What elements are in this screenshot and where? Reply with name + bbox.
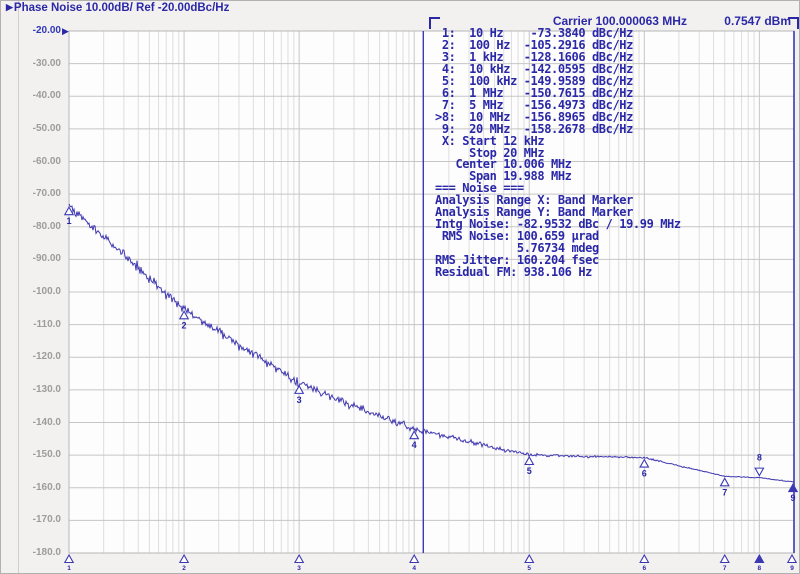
- info-line: Residual FM: 938.106 Hz: [435, 265, 592, 280]
- y-axis-label: -50.00: [32, 122, 61, 134]
- y-axis-label: -130.0: [32, 383, 61, 395]
- left-bezel-divider: [18, 1, 19, 573]
- marker-number: 5: [527, 565, 531, 572]
- y-axis-label: -70.00: [32, 188, 61, 200]
- info-line: Analysis Range Y: Band Marker: [435, 205, 633, 220]
- marker-number: 3: [297, 565, 301, 572]
- info-line: Intg Noise: -82.9532 dBc / 19.99 MHz: [435, 217, 681, 232]
- info-line: Span 19.988 MHz: [435, 169, 572, 184]
- info-line: RMS Jitter: 160.204 fsec: [435, 253, 599, 268]
- marker-flag-icon: [786, 553, 798, 564]
- y-axis-label: -160.0: [32, 481, 61, 493]
- marker-flag-icon: [63, 553, 75, 564]
- marker-number: 2: [182, 565, 186, 572]
- y-axis-label: -180.0: [32, 547, 61, 558]
- info-line: 4: 10 kHz -142.0595 dBc/Hz: [435, 61, 634, 76]
- info-line: 9: 20 MHz -158.2678 dBc/Hz: [435, 121, 634, 136]
- marker-and-noise-panel: 1: 10 Hz -73.3840 dBc/Hz 2: 100 Hz -105.…: [435, 26, 681, 280]
- info-line: Center 10.006 MHz: [435, 157, 572, 172]
- marker-number: 1: [67, 565, 71, 572]
- marker-number: 9: [790, 565, 794, 572]
- carrier-readout: Carrier 100.000063 MHz 0.7547 dBm: [553, 14, 791, 28]
- info-line: 6: 1 MHz -150.7615 dBc/Hz: [435, 85, 634, 100]
- marker-number: 8: [758, 565, 762, 572]
- carrier-frequency-value: 100.000063 MHz: [595, 14, 687, 28]
- marker-flag-icon: [719, 553, 730, 564]
- marker-flag-icon: [524, 553, 535, 564]
- marker-flag-icon: [524, 455, 535, 466]
- panel-corner-left-icon: [429, 17, 440, 29]
- y-axis-label: -140.0: [32, 416, 61, 428]
- info-line: Analysis Range X: Band Marker: [435, 193, 633, 208]
- y-axis-label: -150.0: [32, 449, 61, 461]
- marker-number: 7: [723, 565, 727, 572]
- marker-number: 1: [66, 216, 71, 226]
- carrier-power-value: 0.7547 dBm: [724, 14, 791, 28]
- marker-flag-icon: [754, 467, 765, 477]
- y-axis-label: -60.00: [32, 155, 61, 167]
- y-axis-label: -20.00: [32, 25, 61, 36]
- marker-flag-icon: [754, 553, 765, 564]
- trace-scale-label: Phase Noise 10.00dB/ Ref -20.00dBc/Hz: [13, 2, 230, 14]
- marker-number: 4: [412, 565, 416, 572]
- marker-flag-icon: [293, 384, 305, 394]
- marker-flag-icon: [63, 206, 75, 216]
- marker-flag-icon: [293, 553, 305, 564]
- info-line: 1: 10 Hz -73.3840 dBc/Hz: [435, 26, 634, 40]
- info-line: 7: 5 MHz -156.4973 dBc/Hz: [435, 97, 634, 112]
- info-line: 5.76734 mdeg: [435, 241, 599, 256]
- marker-flag-icon: [178, 310, 190, 320]
- marker-number: 7: [722, 487, 727, 497]
- marker-number: 8: [757, 453, 762, 463]
- marker-number: 4: [412, 440, 417, 450]
- marker-number: 6: [642, 565, 646, 572]
- ref-level-arrow-icon: ▶: [62, 26, 69, 36]
- marker-flag-icon: [639, 458, 650, 468]
- y-axis-label: -120.0: [32, 351, 61, 363]
- y-axis-label: -30.00: [32, 57, 61, 69]
- info-line: Stop 20 MHz: [435, 145, 545, 160]
- y-axis-label: -100.0: [32, 286, 61, 297]
- marker-flag-icon: [409, 430, 420, 440]
- carrier-label: Carrier: [552, 14, 593, 28]
- marker-number: 2: [182, 320, 187, 330]
- info-line: >8: 10 MHz -156.8965 dBc/Hz: [435, 109, 633, 124]
- marker-flag-icon: [719, 477, 730, 487]
- info-line: === Noise ===: [435, 181, 524, 196]
- panel-corner-right-icon: [788, 17, 799, 29]
- marker-flag-icon: [178, 553, 190, 564]
- marker-number: 3: [297, 395, 302, 405]
- info-line: X: Start 12 kHz: [435, 133, 545, 148]
- y-axis-label: -40.00: [32, 90, 61, 102]
- y-axis-labels: -20.00 -30.00 -40.00 -50.00 -60.00 -70.00 -80.…: [1, 1, 63, 573]
- y-axis-label: -110.0: [33, 318, 61, 330]
- info-line: 2: 100 Hz -105.2916 dBc/Hz: [435, 37, 634, 52]
- y-axis-label: -80.00: [32, 220, 61, 232]
- noise-trace: [68, 203, 795, 483]
- trace-scale-header: ▶Phase Noise 10.00dB/ Ref -20.00dBc/Hz: [6, 2, 229, 14]
- trace-marker-icon: ▶: [6, 2, 13, 12]
- y-axis-label: -90.00: [32, 253, 61, 265]
- info-line: 5: 100 kHz -149.9589 dBc/Hz: [435, 73, 634, 88]
- marker-flag-icon: [787, 482, 799, 493]
- y-axis-label: -170.0: [32, 514, 61, 526]
- marker-flag-icon: [409, 553, 420, 564]
- info-line: 3: 1 kHz -128.1606 dBc/Hz: [435, 49, 634, 64]
- info-line: RMS Noise: 100.659 µrad: [435, 229, 599, 244]
- marker-number: 9: [790, 493, 795, 503]
- marker-flag-icon: [639, 553, 650, 564]
- marker-number: 5: [527, 466, 532, 476]
- marker-number: 6: [642, 469, 647, 479]
